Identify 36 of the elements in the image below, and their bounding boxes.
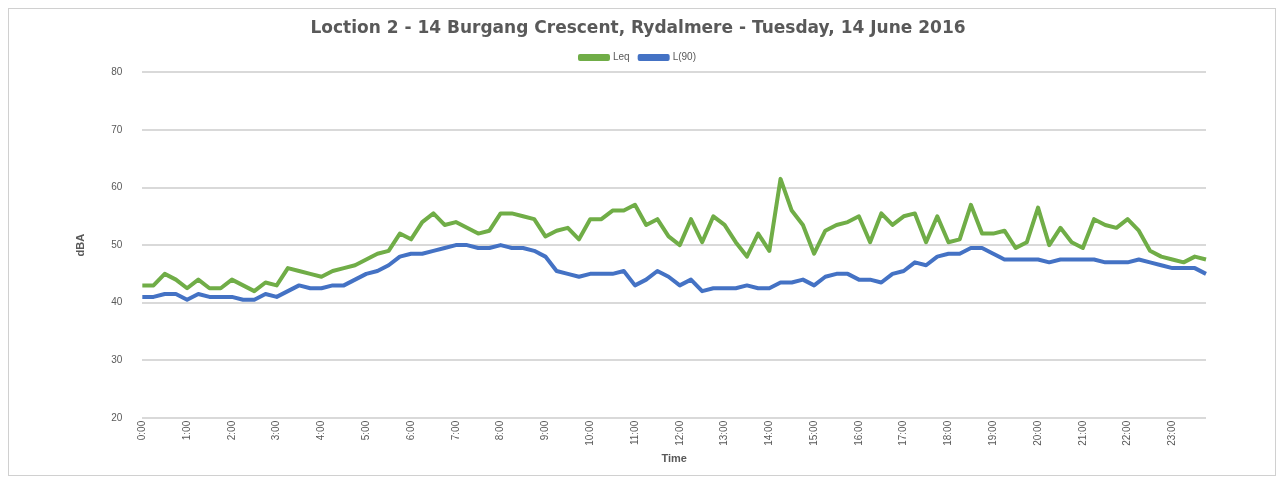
legend-label: L(90)	[672, 51, 697, 63]
x-tick-label: 17:00	[897, 420, 909, 446]
y-tick-label: 30	[111, 353, 123, 365]
x-tick-label: 20:00	[1031, 420, 1043, 446]
x-tick-label: 6:00	[404, 420, 416, 441]
y-axis-title: dBA	[73, 233, 86, 257]
y-tick-label: 80	[111, 66, 123, 78]
x-tick-label: 11:00	[628, 420, 640, 446]
x-tick-label: 15:00	[807, 420, 819, 446]
x-tick-label: 16:00	[852, 420, 864, 446]
y-tick-label: 60	[111, 181, 123, 193]
x-tick-label: 4:00	[315, 420, 327, 441]
x-tick-label: 21:00	[1076, 420, 1088, 446]
y-tick-label: 70	[111, 123, 123, 135]
x-tick-label: 23:00	[1166, 420, 1178, 446]
x-tick-label: 7:00	[449, 420, 461, 441]
x-tick-label: 0:00	[136, 420, 148, 441]
x-tick-label: 8:00	[494, 420, 506, 441]
x-tick-label: 1:00	[180, 420, 192, 441]
x-tick-label: 14:00	[763, 420, 775, 446]
x-tick-label: 12:00	[673, 420, 685, 446]
x-tick-label: 3:00	[270, 420, 282, 441]
y-tick-label: 40	[111, 296, 123, 308]
y-tick-label: 20	[111, 411, 123, 423]
chart-title: Loction 2 - 14 Burgang Crescent, Rydalmere - Tuesday, 14 June 2016	[310, 16, 966, 37]
x-tick-label: 22:00	[1121, 420, 1133, 446]
x-tick-label: 19:00	[987, 420, 999, 446]
x-tick-label: 18:00	[942, 420, 954, 446]
x-tick-label: 10:00	[583, 420, 595, 446]
y-tick-label: 50	[111, 238, 123, 250]
x-tick-label: 9:00	[539, 420, 551, 441]
x-tick-label: 2:00	[225, 420, 237, 441]
legend-label: Leq	[612, 51, 630, 63]
x-tick-label: 13:00	[718, 420, 730, 446]
x-tick-label: 5:00	[360, 420, 372, 441]
x-axis-title: Time	[661, 452, 687, 465]
